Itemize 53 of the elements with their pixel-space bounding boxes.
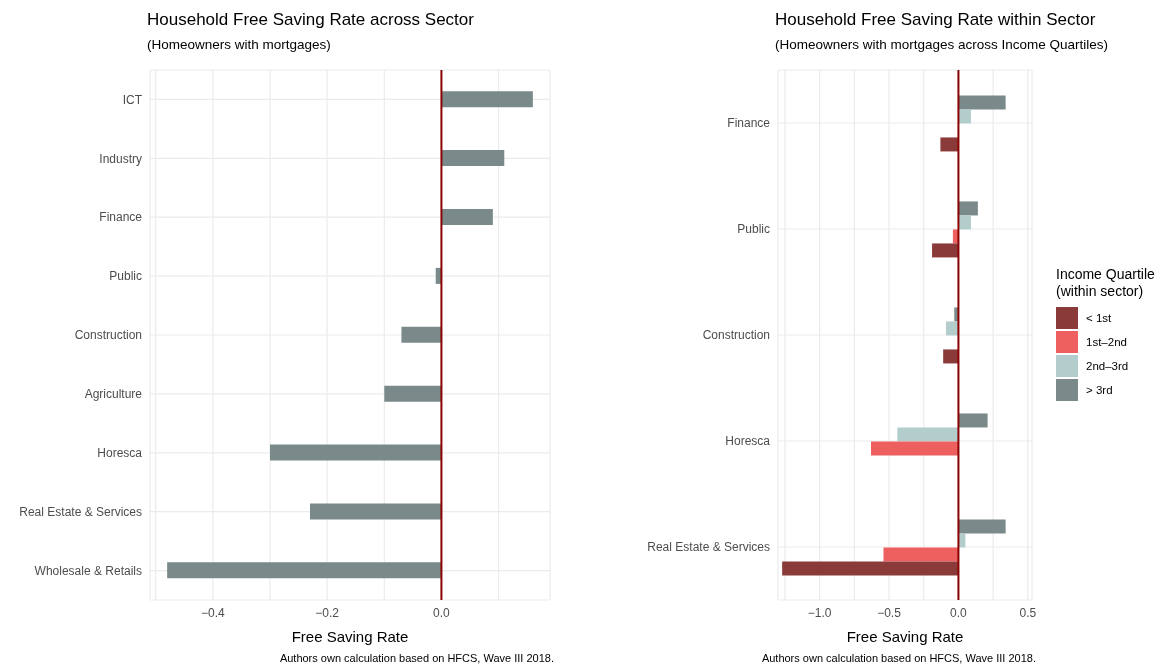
y-tick-label: Finance [99, 210, 143, 225]
bar [932, 243, 959, 258]
x-tick-label: 0.5 [1019, 605, 1037, 620]
y-tick-label: Agriculture [84, 387, 143, 402]
chart-subtitle: (Homeowners with mortgages) [147, 37, 331, 52]
legend-label: 1st–2nd [1086, 335, 1127, 348]
bar [167, 562, 442, 579]
bar [958, 201, 978, 216]
x-tick-label: 0.0 [433, 605, 451, 620]
y-tick-label: Horesca [97, 446, 143, 461]
y-tick-label: Real Estate & Services [647, 540, 770, 555]
bar [384, 385, 442, 402]
x-axis-title: Free Saving Rate [845, 628, 965, 645]
legend-label: 2nd–3rd [1086, 359, 1129, 372]
y-tick-label: ICT [122, 92, 143, 107]
chart-title: Household Free Saving Rate within Sector [775, 10, 1096, 30]
x-tick-label: −0.5 [877, 605, 902, 620]
bar [897, 427, 959, 442]
bar [310, 503, 442, 520]
bar [883, 547, 959, 562]
bar [441, 91, 533, 108]
y-tick-label: Public [109, 269, 142, 284]
chart-title: Household Free Saving Rate across Sector [147, 10, 474, 30]
chart-subtitle: (Homeowners with mortgages across Income Quartiles) [775, 37, 1109, 52]
x-tick-label: −1.0 [807, 605, 832, 620]
bar [958, 519, 1006, 534]
bar [441, 208, 493, 225]
y-tick-label: Construction [74, 328, 142, 343]
x-axis-title: Free Saving Rate [290, 628, 410, 645]
y-tick-label: Horesca [725, 434, 771, 449]
legend-label: < 1st [1086, 311, 1112, 324]
bar [958, 413, 988, 428]
bar [958, 215, 971, 230]
y-tick-label: Finance [727, 116, 771, 131]
bar [270, 444, 442, 461]
bar [958, 109, 971, 124]
x-tick-label: −0.2 [315, 605, 340, 620]
legend-title: Income Quartile (within sector) [1056, 266, 1155, 300]
legend-label: > 3rd [1086, 383, 1113, 396]
y-tick-label: Public [737, 222, 770, 237]
bar [441, 150, 505, 167]
bar [782, 561, 959, 576]
text: Authors own calculation based on HFCS, Wave III 2018. [761, 652, 1036, 664]
x-tick-label: 0.0 [950, 605, 968, 620]
x-tick-label: −0.4 [201, 605, 226, 620]
y-tick-label: Construction [702, 328, 770, 343]
y-tick-label: Industry [99, 151, 142, 166]
y-tick-label: Real Estate & Services [19, 504, 142, 519]
bar [870, 441, 959, 456]
bar [401, 326, 442, 343]
bar [958, 95, 1006, 110]
y-tick-label: Wholesale & Retails [34, 563, 142, 578]
text: Authors own calculation based on HFCS, Wave III 2018. [279, 652, 554, 664]
